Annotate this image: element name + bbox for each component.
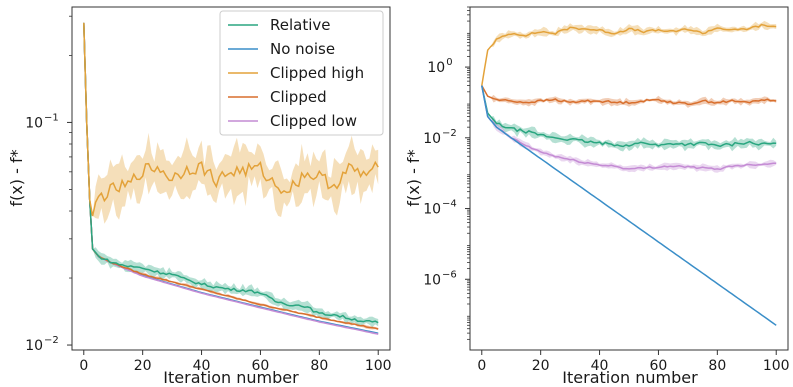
series-line [83, 22, 379, 217]
legend: Relative No noise Clipped high Clipped Clipp… [219, 10, 384, 136]
left-confidence-bands [83, 22, 379, 335]
legend-label: Clipped [270, 88, 327, 106]
x-tick-label: 0 [79, 358, 88, 374]
left-x-ticks: 0 20 40 60 80 100 [79, 350, 392, 374]
y-tick-label: 10−1 [25, 112, 59, 131]
series-line [481, 85, 777, 148]
confidence-band [481, 85, 777, 108]
series-line [481, 85, 777, 106]
x-tick-label: 80 [310, 358, 328, 374]
right-series-lines [481, 23, 777, 326]
x-tick-label: 20 [532, 358, 550, 374]
series-line [83, 22, 379, 335]
confidence-band [481, 85, 777, 152]
left-chart-panel: 0 20 40 60 80 100 10−1 10−2 Iteration number f… [7, 6, 392, 387]
right-chart-panel: 0 20 40 60 80 100 100 10−2 10−4 10−6 Iteration n… [404, 6, 790, 387]
y-tick-exponent: −2 [442, 128, 457, 139]
right-x-axis-label: Iteration number [562, 368, 698, 387]
left-series-lines [83, 22, 379, 335]
x-tick-label: 60 [252, 358, 270, 374]
y-tick-label: 10−2 [423, 128, 457, 147]
series-line [481, 85, 777, 326]
legend-label: Clipped high [270, 64, 364, 82]
y-tick-exponent: −1 [44, 112, 59, 123]
series-line [481, 23, 777, 86]
y-tick-label: 100 [427, 57, 452, 76]
x-tick-label: 40 [193, 358, 211, 374]
y-tick-label: 10−2 [25, 335, 59, 354]
legend-label: No noise [270, 40, 335, 58]
y-tick-exponent: 0 [446, 57, 452, 68]
x-tick-label: 80 [708, 358, 726, 374]
x-tick-label: 0 [477, 358, 486, 374]
legend-label: Clipped low [270, 112, 357, 130]
series-line [481, 85, 777, 171]
left-y-ticks: 10−1 10−2 [25, 15, 72, 354]
left-y-axis-label: f(x) - f* [7, 149, 26, 206]
x-tick-label: 20 [134, 358, 152, 374]
y-tick-label: 10−4 [423, 199, 457, 218]
right-y-ticks: 100 10−2 10−4 10−6 [423, 6, 470, 340]
legend-box [219, 10, 384, 136]
x-tick-label: 40 [591, 358, 609, 374]
x-tick-label: 60 [650, 358, 668, 374]
x-tick-label: 100 [365, 358, 392, 374]
series-line [83, 22, 379, 330]
y-tick-label: 10−6 [423, 269, 457, 288]
right-x-ticks: 0 20 40 60 80 100 [477, 350, 790, 374]
legend-label: Relative [270, 16, 331, 34]
series-line [83, 22, 379, 324]
y-tick-exponent: −4 [442, 199, 457, 210]
right-plot-area [469, 6, 789, 351]
y-tick-exponent: −6 [442, 269, 457, 280]
confidence-band [83, 22, 379, 224]
right-y-axis-label: f(x) - f* [404, 149, 423, 206]
left-x-axis-label: Iteration number [163, 368, 299, 387]
y-tick-exponent: −2 [44, 335, 59, 346]
x-tick-label: 100 [763, 358, 790, 374]
